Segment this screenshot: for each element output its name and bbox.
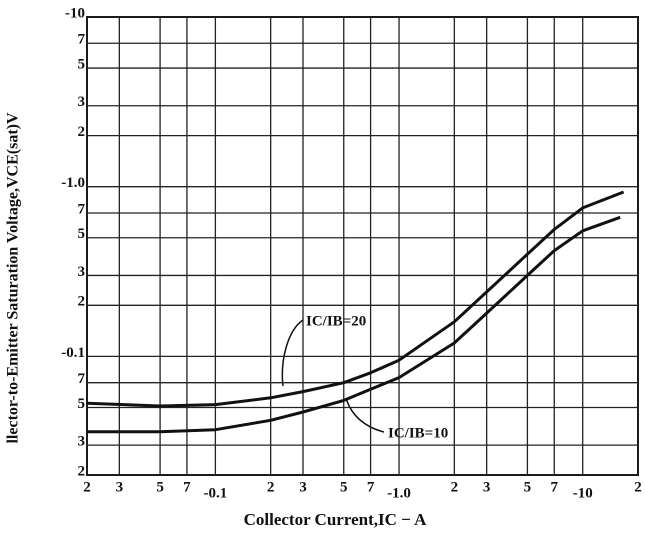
x-tick-label: -10	[573, 485, 593, 501]
x-tick-label: 5	[340, 479, 348, 495]
y-tick-label: 5	[78, 396, 86, 412]
x-axis-label: Collector Current,IC − A	[244, 510, 428, 529]
x-tick-label: -1.0	[387, 485, 411, 501]
x-tick-label: 2	[267, 479, 275, 495]
x-tick-label: -0.1	[204, 485, 228, 501]
y-tick-label: 2	[78, 294, 86, 310]
y-tick-label: 2	[78, 124, 86, 140]
y-tick-label: 3	[78, 94, 86, 110]
x-tick-label: 3	[483, 479, 491, 495]
y-tick-label: 5	[78, 57, 86, 73]
x-tick-label: 5	[156, 479, 164, 495]
series-label: IC/IB=20	[306, 313, 366, 329]
x-tick-label: 5	[524, 479, 532, 495]
y-axis-label: llector-to-Emitter Saturation Voltage,VC…	[5, 112, 22, 443]
series-line	[87, 215, 621, 434]
x-tick-label: 3	[299, 479, 307, 495]
x-tick-label: 3	[116, 479, 124, 495]
x-tick-label: 7	[551, 479, 559, 495]
y-tick-label: 2	[78, 463, 86, 479]
leader-line	[281, 319, 304, 387]
y-tick-label: 7	[78, 32, 86, 48]
x-tick-label: 7	[183, 479, 191, 495]
x-tick-label: 7	[367, 479, 375, 495]
x-tick-label: 2	[634, 479, 642, 495]
series-line	[86, 190, 625, 408]
y-tick-label: -10	[65, 5, 85, 21]
y-tick-label: -0.1	[61, 345, 85, 361]
leader-line	[345, 397, 385, 433]
y-tick-label: 7	[78, 201, 86, 217]
series-label: IC/IB=10	[388, 425, 448, 441]
y-tick-label: 3	[78, 434, 86, 450]
y-tick-label: 3	[78, 264, 86, 280]
x-tick-label: 2	[451, 479, 459, 495]
y-tick-label: 7	[78, 371, 86, 387]
y-tick-label: -1.0	[61, 175, 85, 191]
x-tick-label: 2	[83, 479, 91, 495]
y-tick-label: 5	[78, 226, 86, 242]
